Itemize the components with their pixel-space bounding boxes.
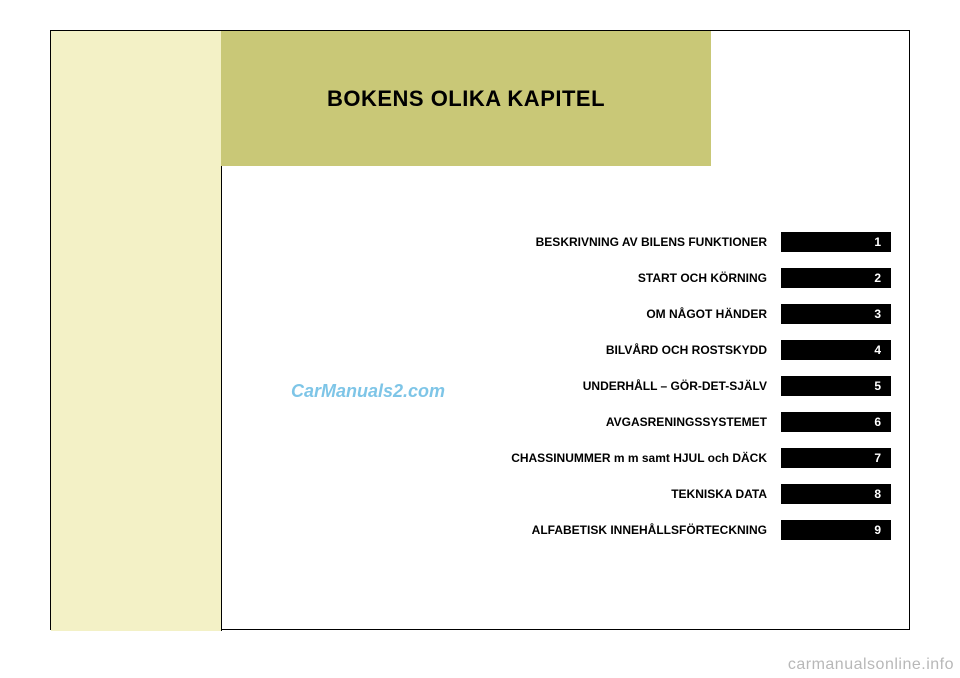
toc-row: OM NÅGOT HÄNDER 3 [241, 303, 891, 325]
toc-tab: 1 [781, 232, 891, 252]
toc-label: BESKRIVNING AV BILENS FUNKTIONER [536, 235, 767, 249]
toc-num: 7 [874, 451, 881, 465]
toc-num: 3 [874, 307, 881, 321]
toc-label: CHASSINUMMER m m samt HJUL och DÄCK [511, 451, 767, 465]
toc-num: 5 [874, 379, 881, 393]
document-page: BOKENS OLIKA KAPITEL CarManuals2.com BES… [50, 30, 910, 630]
toc-tab: 2 [781, 268, 891, 288]
toc-tab: 8 [781, 484, 891, 504]
left-column [51, 31, 221, 631]
toc-tab: 5 [781, 376, 891, 396]
footer-watermark: carmanualsonline.info [788, 656, 954, 674]
toc-row: ALFABETISK INNEHÅLLSFÖRTECKNING 9 [241, 519, 891, 541]
toc-row: TEKNISKA DATA 8 [241, 483, 891, 505]
toc-num: 1 [874, 235, 881, 249]
toc-tab: 9 [781, 520, 891, 540]
toc-label: START OCH KÖRNING [638, 271, 767, 285]
toc-label: TEKNISKA DATA [671, 487, 767, 501]
toc-label: BILVÅRD OCH ROSTSKYDD [606, 343, 767, 357]
toc-num: 8 [874, 487, 881, 501]
title-box: BOKENS OLIKA KAPITEL [221, 31, 711, 166]
toc-num: 4 [874, 343, 881, 357]
toc-tab: 4 [781, 340, 891, 360]
toc-num: 2 [874, 271, 881, 285]
toc-tab: 6 [781, 412, 891, 432]
toc-row: BESKRIVNING AV BILENS FUNKTIONER 1 [241, 231, 891, 253]
toc-label: UNDERHÅLL – GÖR-DET-SJÄLV [583, 379, 767, 393]
page-title: BOKENS OLIKA KAPITEL [327, 86, 605, 112]
toc-label: OM NÅGOT HÄNDER [646, 307, 767, 321]
toc-num: 6 [874, 415, 881, 429]
toc-row: AVGASRENINGSSYSTEMET 6 [241, 411, 891, 433]
toc-row: START OCH KÖRNING 2 [241, 267, 891, 289]
toc-tab: 7 [781, 448, 891, 468]
vertical-divider [221, 166, 222, 631]
toc-num: 9 [874, 523, 881, 537]
toc-row: BILVÅRD OCH ROSTSKYDD 4 [241, 339, 891, 361]
toc-row: CHASSINUMMER m m samt HJUL och DÄCK 7 [241, 447, 891, 469]
toc-label: AVGASRENINGSSYSTEMET [606, 415, 767, 429]
toc-label: ALFABETISK INNEHÅLLSFÖRTECKNING [532, 523, 767, 537]
toc-tab: 3 [781, 304, 891, 324]
toc-row: UNDERHÅLL – GÖR-DET-SJÄLV 5 [241, 375, 891, 397]
toc-list: BESKRIVNING AV BILENS FUNKTIONER 1 START… [241, 231, 891, 555]
